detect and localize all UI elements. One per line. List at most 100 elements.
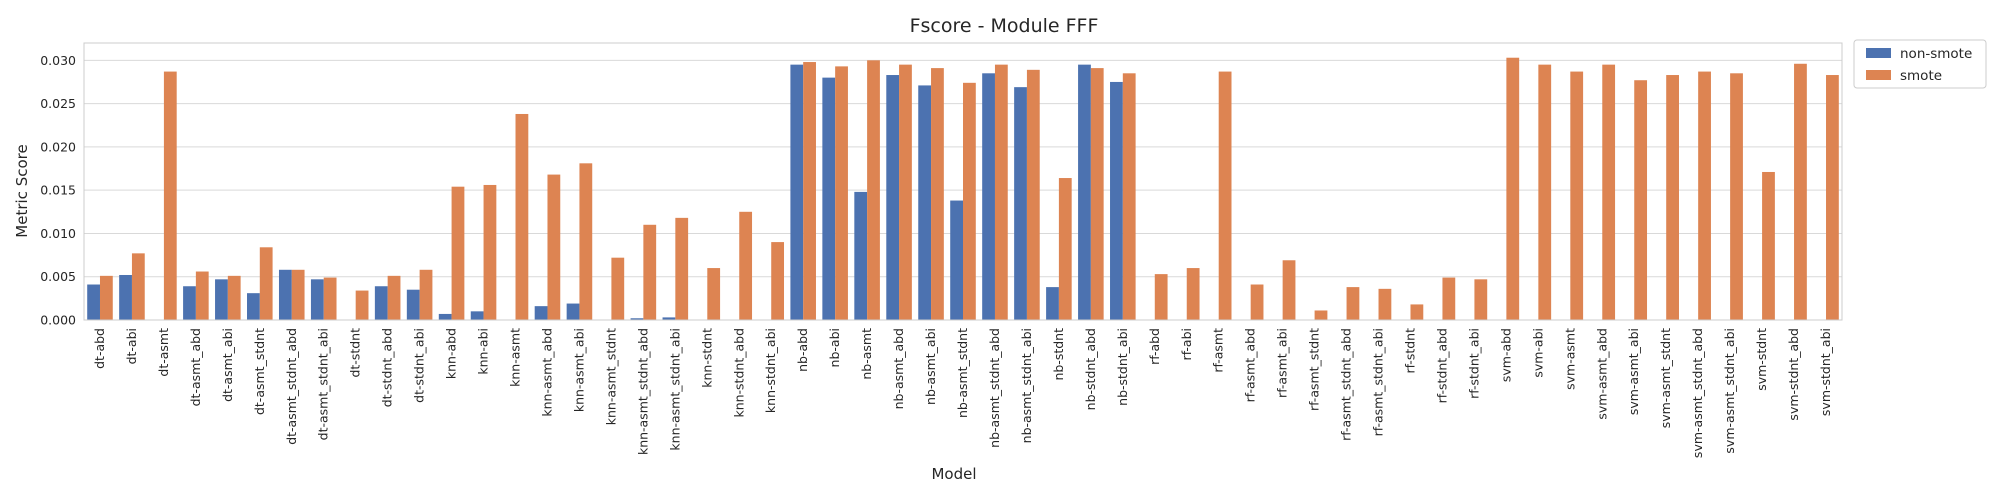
bar-smote-rf-stdnt [1410, 304, 1424, 320]
bar-smote-dt-stdnt_abi [419, 269, 433, 320]
bar-smote-knn-asmt [515, 113, 529, 320]
x-tick-label: svm-stdnt [1754, 328, 1769, 391]
x-tick-label: rf-asmt_abd [1243, 328, 1258, 402]
bar-non-smote-nb-asmt_stdnt_abd [982, 73, 995, 320]
y-tick-label: 0.025 [40, 96, 76, 111]
bar-smote-knn-asmt_stdnt_abd [643, 224, 657, 320]
bar-non-smote-knn-asmt_abi [566, 303, 580, 320]
x-tick-label: rf-asmt_stdnt_abi [1371, 328, 1386, 436]
x-tick-label: knn-asmt_stdnt_abd [635, 328, 650, 455]
x-tick-label: nb-asmt_stdnt_abi [1019, 328, 1034, 443]
bar-smote-svm-asmt_stdnt_abi [1730, 73, 1743, 320]
bar-smote-svm-asmt_stdnt [1666, 75, 1679, 320]
x-tick-label: nb-abd [795, 328, 810, 372]
x-tick-label: dt-stdnt_abd [380, 328, 395, 407]
x-tick-label: svm-abd [1498, 328, 1513, 382]
bar-smote-dt-abd [99, 275, 113, 320]
bar-smote-nb-asmt_stdnt_abd [994, 64, 1008, 320]
bar-smote-svm-asmt_abi [1634, 80, 1648, 320]
bar-non-smote-nb-abi [822, 77, 836, 321]
x-tick-label: svm-stdnt_abd [1786, 328, 1801, 421]
x-tick-label: nb-asmt_abi [923, 328, 938, 405]
bar-smote-dt-asmt_abi [227, 275, 241, 320]
x-tick-label: rf-asmt [1211, 328, 1226, 373]
x-tick-label: dt-asmt [156, 328, 171, 377]
x-tick-label: knn-asmt_abi [571, 328, 586, 412]
plot-frame [83, 42, 1843, 321]
x-tick-label: rf-abi [1179, 328, 1194, 360]
bar-non-smote-knn-abi [470, 311, 484, 320]
bar-smote-dt-abi [131, 253, 145, 320]
x-tick-label: dt-abd [92, 328, 107, 369]
bar-smote-svm-asmt [1570, 71, 1584, 320]
bar-non-smote-dt-stdnt_abi [406, 289, 420, 320]
bar-smote-svm-asmt_stdnt_abd [1698, 71, 1711, 320]
bar-smote-knn-abi [483, 184, 497, 320]
x-tick-label: rf-asmt_stdnt [1307, 328, 1322, 411]
bar-non-smote-nb-asmt [854, 191, 868, 320]
x-tick-label: rf-stdnt_abd [1434, 328, 1449, 403]
bar-smote-rf-stdnt_abd [1442, 277, 1456, 320]
bar-smote-nb-stdnt_abi [1122, 73, 1136, 320]
x-tick-label: rf-stdnt [1402, 328, 1417, 374]
bar-smote-dt-stdnt_abd [387, 275, 401, 320]
bars [87, 57, 1839, 321]
y-tick-label: 0.010 [40, 226, 76, 241]
x-tick-label: dt-asmt_abi [220, 328, 235, 402]
x-tick-label: knn-abi [476, 328, 491, 375]
x-tick-label: nb-asmt_stdnt_abd [987, 328, 1002, 448]
bar-non-smote-knn-asmt_stdnt_abi [662, 317, 676, 320]
legend-swatch-non-smote [1866, 48, 1891, 58]
bar-smote-knn-asmt_abd [547, 174, 561, 320]
bar-non-smote-nb-stdnt_abd [1078, 64, 1091, 320]
bar-non-smote-dt-asmt_abi [215, 279, 228, 320]
x-tick-label: rf-asmt_stdnt_abd [1339, 328, 1354, 441]
bar-non-smote-dt-abi [119, 274, 132, 320]
x-tick-label: nb-abi [827, 328, 842, 367]
x-tick-label: svm-asmt_abi [1626, 328, 1641, 415]
y-tick-label: 0.015 [40, 183, 76, 198]
x-tick-label: dt-asmt_abd [188, 328, 203, 406]
bar-smote-dt-asmt_stdnt [259, 247, 273, 320]
x-axis-label: Model [931, 465, 976, 483]
bar-smote-nb-asmt [867, 60, 880, 321]
legend-swatch-smote [1866, 70, 1891, 80]
x-tick-label: knn-abd [444, 328, 459, 379]
bar-non-smote-nb-asmt_abi [918, 85, 932, 320]
bar-non-smote-nb-asmt_abd [886, 75, 900, 320]
bar-smote-dt-asmt_abd [195, 271, 209, 320]
bar-non-smote-knn-asmt_stdnt_abd [630, 318, 644, 320]
x-tick-label: knn-asmt [508, 328, 523, 387]
bar-smote-rf-abi [1186, 268, 1200, 320]
bar-non-smote-nb-abd [790, 64, 804, 320]
bar-non-smote-dt-stdnt_abd [374, 286, 388, 320]
bar-smote-nb-asmt_abi [931, 68, 944, 320]
x-tick-label: rf-asmt_abi [1275, 328, 1290, 398]
bar-smote-knn-stdnt_abi [771, 242, 785, 320]
x-tick-label: nb-stdnt_abd [1083, 328, 1098, 410]
legend-label-non-smote: non-smote [1900, 46, 1972, 62]
bar-smote-rf-asmt_abi [1282, 260, 1296, 320]
bar-non-smote-dt-asmt_stdnt_abd [278, 269, 292, 320]
x-tick-label: svm-asmt_abd [1594, 328, 1609, 420]
x-tick-label: knn-asmt_stdnt [603, 328, 618, 425]
y-tick-labels: 0.000 0.005 0.010 0.015 0.020 0.025 0.030 [40, 53, 76, 328]
bar-non-smote-nb-asmt_stdnt [950, 200, 963, 320]
y-tick-label: 0.000 [40, 313, 76, 328]
bar-non-smote-dt-asmt_stdnt [247, 293, 260, 320]
x-tick-label: rf-stdnt_abi [1466, 328, 1481, 399]
y-axis-label: Metric Score [13, 144, 31, 237]
bar-smote-svm-stdnt_abi [1826, 75, 1839, 320]
bar-non-smote-dt-abd [87, 284, 100, 320]
bar-smote-dt-asmt [163, 71, 177, 320]
bar-smote-svm-stdnt [1762, 171, 1775, 320]
bar-smote-nb-stdnt_abd [1090, 68, 1104, 320]
bar-smote-nb-stdnt [1058, 178, 1072, 320]
x-tick-label: dt-asmt_stdnt_abi [316, 328, 331, 440]
bar-non-smote-knn-asmt_abd [534, 306, 548, 320]
bar-smote-knn-abd [451, 186, 465, 320]
bar-smote-rf-abd [1154, 274, 1168, 320]
x-tick-label: svm-asmt_stdnt_abi [1722, 328, 1737, 454]
x-tick-label: knn-stdnt_abd [731, 328, 746, 418]
bar-non-smote-nb-asmt_stdnt_abi [1014, 87, 1027, 321]
